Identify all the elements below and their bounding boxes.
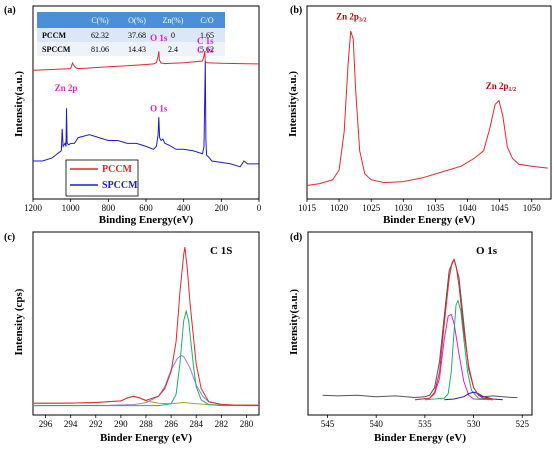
panel-c-title: C 1S bbox=[210, 245, 232, 257]
table-header-cell: C/O bbox=[200, 16, 214, 25]
panel-d-x-ticks: 545 540 535 530 525 bbox=[321, 415, 530, 429]
panel-b-tick-label: 1025 bbox=[362, 203, 381, 213]
panel-d-series-line-0 bbox=[322, 258, 518, 399]
table-row-2-bg bbox=[37, 42, 225, 56]
panel-a-tick-label: 1200 bbox=[24, 203, 43, 213]
panel-c-tick-label: 284 bbox=[189, 419, 203, 429]
panel-a-tick-label: 800 bbox=[102, 203, 116, 213]
panel-c-tick-label: 290 bbox=[114, 419, 128, 429]
panel-b-letter: (b) bbox=[290, 5, 302, 16]
table-cell: PCCM bbox=[42, 31, 66, 40]
table-header-cell: Zn(%) bbox=[163, 16, 184, 25]
panel-b-annotation-0: Zn 2p3/2 bbox=[336, 12, 366, 24]
panel-d-frame bbox=[307, 231, 533, 416]
panel-a-tick-label: 600 bbox=[139, 203, 153, 213]
panel-a-tick-label: 400 bbox=[177, 203, 191, 213]
table-cell: 37.68 bbox=[128, 31, 146, 40]
panel-a-tick-label: 1000 bbox=[62, 203, 81, 213]
panel-c-y-label: Intensity (cps) bbox=[13, 288, 25, 355]
panel-a-legend: PCCM SPCCM bbox=[65, 159, 139, 197]
panel-d-o1s-spectrum: (d) O 1s 545 540 535 530 525 Binder Energy (… bbox=[288, 231, 533, 444]
panel-a-tick-label: 200 bbox=[215, 203, 229, 213]
panel-c-series-line-3 bbox=[32, 247, 260, 406]
panel-a-annotation-4: C 1s bbox=[197, 45, 214, 55]
panel-b-series-line-0 bbox=[306, 30, 548, 186]
panel-d-tick-label: 545 bbox=[321, 419, 335, 429]
table-cell: 1.65 bbox=[200, 31, 214, 40]
panel-b-series bbox=[306, 30, 548, 186]
panel-b-tick-label: 1015 bbox=[298, 203, 317, 213]
table-cell: 2.4 bbox=[168, 45, 178, 54]
panel-a-y-label: Intensity(a.u.) bbox=[13, 71, 25, 137]
panel-b-x-label: Binder Energy (eV) bbox=[383, 214, 475, 226]
panel-a-survey-spectrum: (a) C(%) O(%) Zn(%) C/O PCCM 62.32 37.68 0 1.65 S… bbox=[4, 5, 262, 226]
panel-d-tick-label: 530 bbox=[467, 419, 481, 429]
table-cell: 14.43 bbox=[128, 45, 146, 54]
legend-box bbox=[65, 159, 139, 197]
table-header-cell: O(%) bbox=[128, 16, 146, 25]
panel-c-tick-label: 292 bbox=[89, 419, 103, 429]
panel-c-series-line-2 bbox=[33, 309, 259, 407]
panel-b-tick-label: 1030 bbox=[394, 203, 413, 213]
panel-b-tick-label: 1035 bbox=[426, 203, 445, 213]
panel-c-series bbox=[32, 247, 260, 407]
panel-c-c1s-spectrum: (c) C 1S 296 294 292 290 288 286 284 282 280 Bin… bbox=[4, 231, 260, 444]
table-header-cell: C(%) bbox=[91, 16, 109, 25]
composition-table: C(%) O(%) Zn(%) C/O PCCM 62.32 37.68 0 1.65 SPCCM… bbox=[37, 12, 225, 56]
panel-b-annotations: Zn 2p3/2 Zn 2p1/2 bbox=[336, 12, 516, 93]
panel-d-y-label: Intensity(a.u.) bbox=[288, 289, 300, 355]
panel-a-x-ticks: 1200 1000 800 600 400 200 0 bbox=[24, 199, 262, 213]
panel-c-x-label: Binder Energy (eV) bbox=[100, 432, 192, 444]
panel-c-tick-label: 280 bbox=[240, 419, 254, 429]
table-cell: 0 bbox=[171, 31, 175, 40]
panel-b-tick-label: 1020 bbox=[330, 203, 349, 213]
panel-d-series-line-1 bbox=[415, 313, 494, 401]
table-cell: 5.62 bbox=[200, 45, 214, 54]
panel-d-tick-label: 535 bbox=[418, 419, 432, 429]
panel-d-tick-label: 540 bbox=[369, 419, 383, 429]
legend-label-spccm: SPCCM bbox=[102, 180, 138, 191]
table-cell: 62.32 bbox=[91, 31, 109, 40]
panel-c-x-ticks: 296 294 292 290 288 286 284 282 280 bbox=[39, 415, 254, 429]
panel-c-tick-label: 282 bbox=[215, 419, 229, 429]
panel-a-series bbox=[32, 51, 260, 168]
panel-c-tick-label: 296 bbox=[39, 419, 53, 429]
panel-c-letter: (c) bbox=[4, 232, 15, 243]
panel-a-annotation-0: O 1s bbox=[150, 33, 168, 43]
panel-b-y-label: Intensity(a.u.) bbox=[287, 71, 299, 137]
panel-d-series bbox=[322, 258, 518, 401]
panel-a-annotation-2: Zn 2p bbox=[55, 83, 78, 93]
panel-c-tick-label: 294 bbox=[64, 419, 78, 429]
panel-b-annotation-1: Zn 2p1/2 bbox=[486, 81, 516, 93]
panel-c-tick-label: 288 bbox=[139, 419, 153, 429]
panel-d-letter: (d) bbox=[290, 232, 302, 243]
panel-a-tick-label: 0 bbox=[257, 203, 262, 213]
legend-label-pccm: PCCM bbox=[102, 164, 133, 175]
panel-b-tick-label: 1040 bbox=[459, 203, 478, 213]
panel-a-annotations: O 1s C 1s Zn 2p O 1s C 1s bbox=[55, 33, 215, 113]
panel-b-tick-label: 1045 bbox=[491, 203, 510, 213]
panel-d-series-line-2 bbox=[424, 299, 494, 401]
panel-a-x-label: Binding Energy(eV) bbox=[99, 214, 194, 226]
table-cell: SPCCM bbox=[42, 45, 71, 54]
panel-d-series-line-4 bbox=[415, 258, 494, 401]
table-cell: 81.06 bbox=[91, 45, 109, 54]
panel-b-zn2p-spectrum: (b) Zn 2p3/2 Zn 2p1/2 1015 1020 1025 1030 103… bbox=[287, 5, 552, 226]
panel-a-letter: (a) bbox=[4, 5, 16, 16]
panel-a-annotation-3: O 1s bbox=[150, 103, 168, 113]
panel-b-x-ticks: 1015 1020 1025 1030 1035 1040 1045 1050 bbox=[298, 199, 541, 213]
panel-a-annotation-1: C 1s bbox=[197, 36, 214, 46]
table-header-bg bbox=[37, 12, 225, 28]
panel-d-x-label: Binder Energy (eV) bbox=[374, 432, 466, 444]
panel-c-tick-label: 286 bbox=[164, 419, 178, 429]
panel-b-tick-label: 1050 bbox=[523, 203, 542, 213]
table-row-1-bg bbox=[37, 28, 225, 42]
panel-d-title: O 1s bbox=[476, 245, 498, 257]
panel-b-frame bbox=[306, 5, 552, 200]
panel-a-series-line-1 bbox=[33, 61, 259, 168]
panel-c-series-line-1 bbox=[32, 355, 259, 407]
panel-c-frame bbox=[32, 231, 260, 416]
panel-d-tick-label: 525 bbox=[516, 419, 530, 429]
